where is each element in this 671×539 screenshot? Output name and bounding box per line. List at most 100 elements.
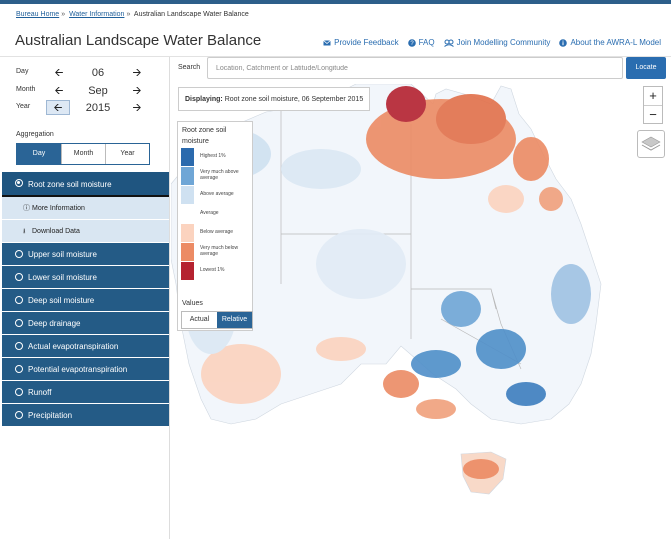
about-model-label: About the AWRA-L Model (570, 38, 661, 47)
zoom-in-button[interactable]: + (649, 88, 657, 103)
sub-item-label: Download Data (32, 228, 80, 235)
breadcrumb-water-information[interactable]: Water Information (69, 11, 125, 18)
zoom-out-button[interactable]: − (644, 105, 662, 123)
menu-item-label: Upper soil moisture (28, 250, 97, 259)
menu-item-root-zone-soil-moisture[interactable]: Root zone soil moisture (2, 172, 169, 197)
displaying-banner: Displaying: Root zone soil moisture, 06 … (178, 87, 371, 111)
envelope-icon (323, 39, 331, 45)
menu-item-runoff[interactable]: Runoff (2, 381, 169, 404)
day-prev-arrow-icon[interactable]: 🡨 (54, 67, 64, 79)
radio-icon (15, 342, 23, 350)
year-prev-arrow-icon[interactable]: 🡨 (46, 100, 70, 115)
year-selector: Year 🡨 2015 🡪 (16, 100, 156, 116)
more-information-link[interactable]: ⓘ More Information (2, 197, 169, 220)
top-accent-bar (0, 0, 671, 4)
provide-feedback-link[interactable]: Provide Feedback (323, 38, 399, 47)
legend-label: Very much below average (200, 245, 239, 257)
radio-icon (15, 296, 23, 304)
menu-item-label: Deep soil moisture (28, 296, 95, 305)
layers-button[interactable] (637, 130, 665, 158)
legend-class-average: Average (181, 205, 253, 224)
legend-class-below: Below average (181, 224, 253, 243)
year-value: 2015 (85, 102, 111, 114)
search-input[interactable] (207, 57, 623, 79)
search-label: Search (178, 64, 201, 71)
sub-item-label: More Information (32, 205, 85, 212)
legend-class-above: Above average (181, 186, 253, 205)
menu-item-potential-evapotranspiration[interactable]: Potential evapotranspiration (2, 358, 169, 381)
legend-label: Below average (200, 229, 234, 235)
provide-feedback-label: Provide Feedback (334, 38, 399, 47)
day-value: 06 (91, 67, 105, 79)
month-selector: Month 🡨 Sep 🡪 (16, 83, 156, 99)
menu-item-deep-drainage[interactable]: Deep drainage (2, 312, 169, 335)
month-label: Month (16, 86, 36, 93)
legend-swatch (181, 186, 194, 204)
breadcrumb-bureau-home[interactable]: Bureau Home (16, 11, 60, 18)
legend-swatch (181, 262, 194, 280)
aggregation-toggle: Day Month Year (16, 143, 150, 165)
radio-selected-icon (15, 179, 23, 187)
question-icon: ? (407, 38, 416, 47)
join-community-label: Join Modelling Community (456, 38, 551, 47)
menu-item-deep-soil-moisture[interactable]: Deep soil moisture (2, 289, 169, 312)
values-actual-button[interactable]: Actual (182, 312, 217, 328)
join-community-link[interactable]: Join Modelling Community (443, 38, 551, 47)
menu-item-lower-soil-moisture[interactable]: Lower soil moisture (2, 266, 169, 289)
left-panel: Day 🡨 06 🡪 Month 🡨 Sep 🡪 Year 🡨 2015 🡪 A… (0, 57, 170, 539)
day-selector: Day 🡨 06 🡪 (16, 65, 156, 81)
menu-item-label: Deep drainage (28, 319, 81, 328)
download-data-link[interactable]: ⭳ Download Data (2, 220, 169, 243)
menu-item-upper-soil-moisture[interactable]: Upper soil moisture (2, 243, 169, 266)
radio-icon (15, 273, 23, 281)
legend-label: Highest 1% (200, 153, 226, 159)
locate-button[interactable]: Locate (626, 57, 666, 79)
legend-label: Lowest 1% (200, 267, 225, 273)
menu-item-actual-evapotranspiration[interactable]: Actual evapotranspiration (2, 335, 169, 358)
legend-swatch (181, 167, 194, 185)
layer-menu: Root zone soil moisture ⓘ More Informati… (2, 172, 169, 427)
day-next-arrow-icon[interactable]: 🡪 (132, 67, 142, 79)
legend-class-lowest: Lowest 1% (181, 262, 253, 281)
displaying-label: Displaying: (185, 96, 223, 103)
values-label: Values (182, 300, 203, 307)
aggregation-year-button[interactable]: Year (105, 144, 149, 164)
zoom-control: + − (643, 86, 663, 124)
community-icon (443, 39, 454, 47)
aggregation-label: Aggregation (16, 131, 54, 138)
menu-item-precipitation[interactable]: Precipitation (2, 404, 169, 427)
legend-swatch (181, 205, 194, 223)
month-next-arrow-icon[interactable]: 🡪 (132, 85, 142, 97)
breadcrumb-separator: » (126, 11, 131, 18)
breadcrumb-separator: » (61, 11, 66, 18)
page-title: Australian Landscape Water Balance (15, 32, 262, 49)
legend-label: Very much above average (200, 169, 239, 181)
month-prev-arrow-icon[interactable]: 🡨 (54, 85, 64, 97)
download-icon: ⭳ (23, 228, 26, 235)
legend-swatch (181, 243, 194, 261)
values-relative-button[interactable]: Relative (217, 312, 252, 328)
water-balance-map[interactable] (171, 84, 671, 539)
aggregation-month-button[interactable]: Month (61, 144, 105, 164)
menu-item-label: Precipitation (28, 411, 73, 420)
radio-icon (15, 365, 23, 373)
layers-icon (641, 136, 661, 151)
map-legend: Root zone soil moisture Highest 1% Very … (177, 121, 253, 331)
aggregation-day-button[interactable]: Day (17, 144, 61, 164)
state-borders (280, 109, 522, 370)
legend-label: Above average (200, 191, 234, 197)
legend-swatch (181, 224, 194, 242)
legend-title: Root zone soil moisture (182, 127, 227, 145)
menu-item-label: Root zone soil moisture (28, 180, 112, 189)
breadcrumb: Bureau Home» Water Information» Australi… (16, 11, 249, 18)
radio-icon (15, 388, 23, 396)
faq-label: FAQ (418, 38, 435, 47)
year-next-arrow-icon[interactable]: 🡪 (132, 102, 142, 114)
legend-class-highest: Highest 1% (181, 148, 253, 167)
legend-class-very-much-below: Very much below average (181, 243, 253, 262)
header-divider (0, 56, 671, 57)
faq-link[interactable]: ? FAQ (407, 38, 435, 47)
menu-item-label: Potential evapotranspiration (28, 365, 128, 374)
about-model-link[interactable]: About the AWRA-L Model (559, 38, 661, 47)
info-icon (559, 38, 568, 47)
